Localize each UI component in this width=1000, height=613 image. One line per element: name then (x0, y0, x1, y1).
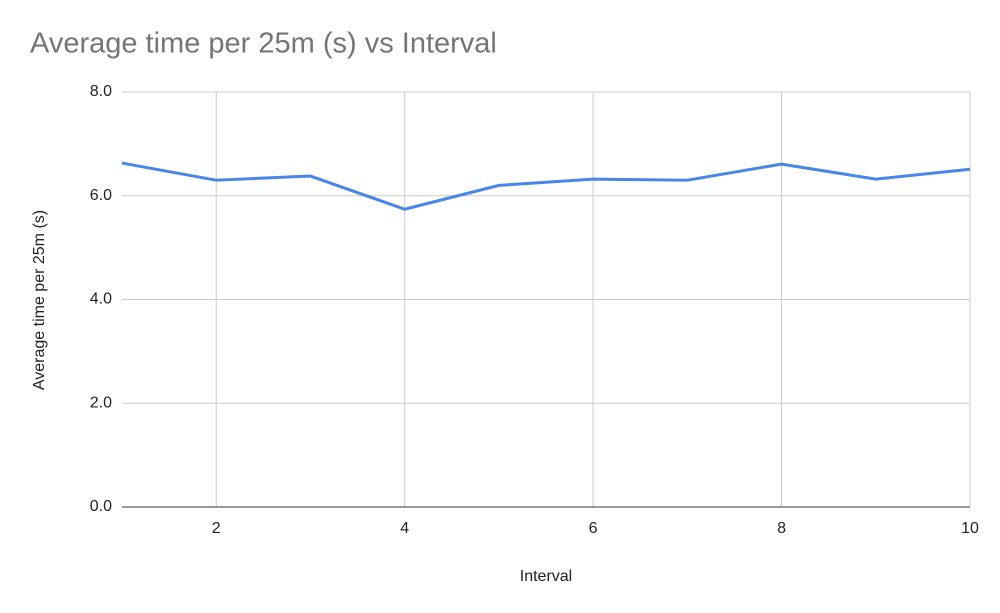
x-tick-label: 10 (961, 520, 979, 537)
chart-title: Average time per 25m (s) vs Interval (30, 28, 497, 60)
y-axis-label: Average time per 25m (s) (31, 210, 48, 390)
data-line (121, 161, 971, 211)
x-tick-label: 6 (589, 520, 598, 537)
x-tick-label: 4 (400, 520, 409, 537)
x-tick-label: 8 (777, 520, 786, 537)
y-tick-label: 6.0 (90, 187, 112, 204)
y-tick-label: 8.0 (90, 83, 112, 100)
y-tick-label: 2.0 (90, 394, 112, 411)
x-tick-label: 2 (212, 520, 221, 537)
x-axis-label: Interval (520, 568, 572, 585)
y-tick-label: 0.0 (90, 498, 112, 515)
y-tick-label: 4.0 (90, 291, 112, 308)
